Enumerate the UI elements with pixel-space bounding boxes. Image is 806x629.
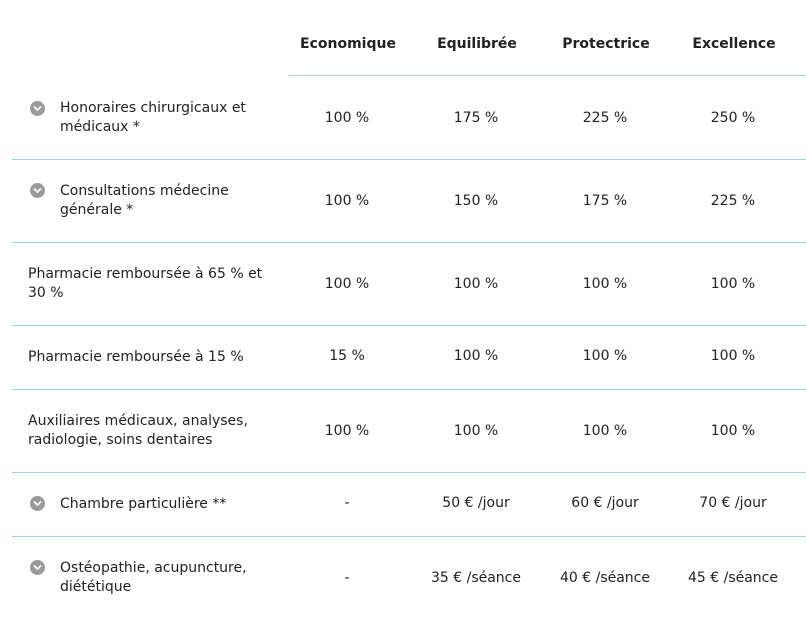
column-header-protectrice: Protectrice [562, 36, 650, 52]
table-row: Pharmacie remboursée à 15 % 15 % 100 % 1… [12, 326, 806, 390]
cell-excellence: 70 € /jour [699, 495, 767, 511]
cell-economique: 100 % [324, 110, 370, 126]
cell-economique: - [344, 570, 350, 586]
row-label: Consultations médecine générale * [60, 183, 229, 218]
table-row[interactable]: Chambre particulière ** - 50 € /jour 60 … [12, 473, 806, 537]
chevron-down-icon[interactable] [30, 496, 45, 511]
cell-excellence: 100 % [710, 348, 756, 364]
cell-protectrice: 60 € /jour [571, 495, 639, 511]
cell-equilibree: 35 € /séance [430, 570, 521, 586]
table-row: Pharmacie remboursée à 65 % et 30 % 100 … [12, 243, 806, 326]
cell-economique: 100 % [324, 423, 370, 439]
cell-protectrice: 40 € /séance [559, 570, 650, 586]
column-header-economique: Economique [300, 36, 396, 52]
row-label: Ostéopathie, acupuncture, diététique [60, 560, 247, 595]
cell-excellence: 250 % [710, 110, 756, 126]
cell-excellence: 225 % [710, 193, 756, 209]
chevron-down-icon[interactable] [30, 183, 45, 198]
cell-protectrice: 100 % [582, 423, 628, 439]
cell-economique: 15 % [329, 348, 365, 364]
row-label: Honoraires chirurgicaux et médicaux * [60, 100, 246, 135]
cell-equilibree: 100 % [453, 276, 499, 292]
cell-economique: 100 % [324, 193, 370, 209]
cell-protectrice: 100 % [582, 348, 628, 364]
table-row[interactable]: Honoraires chirurgicaux et médicaux * 10… [12, 76, 806, 160]
cell-protectrice: 225 % [582, 110, 628, 126]
table-row[interactable]: Consultations médecine générale * 100 % … [12, 160, 806, 243]
cell-equilibree: 150 % [453, 193, 499, 209]
cell-equilibree: 100 % [453, 423, 499, 439]
column-header-excellence: Excellence [692, 36, 776, 52]
cell-excellence: 100 % [710, 423, 756, 439]
cell-equilibree: 100 % [453, 348, 499, 364]
column-header-equilibree: Equilibrée [437, 36, 517, 52]
cell-equilibree: 50 € /jour [442, 495, 510, 511]
row-label: Chambre particulière ** [60, 496, 227, 512]
cell-economique: - [344, 495, 350, 511]
table-row[interactable]: Ostéopathie, acupuncture, diététique - 3… [12, 537, 806, 629]
cell-economique: 100 % [324, 276, 370, 292]
chevron-down-icon[interactable] [30, 560, 45, 575]
table-row: Auxiliaires médicaux, analyses, radiolog… [12, 390, 806, 473]
cell-equilibree: 175 % [453, 110, 499, 126]
chevron-down-icon[interactable] [30, 101, 45, 116]
cell-protectrice: 100 % [582, 276, 628, 292]
cell-protectrice: 175 % [582, 193, 628, 209]
row-label: Pharmacie remboursée à 15 % [28, 349, 244, 365]
cell-excellence: 45 € /séance [687, 570, 778, 586]
cell-excellence: 100 % [710, 276, 756, 292]
row-label: Pharmacie remboursée à 65 % et 30 % [28, 266, 263, 301]
table-header: Economique Equilibrée Protectrice Excell… [289, 0, 806, 76]
row-label: Auxiliaires médicaux, analyses, radiolog… [28, 413, 248, 448]
